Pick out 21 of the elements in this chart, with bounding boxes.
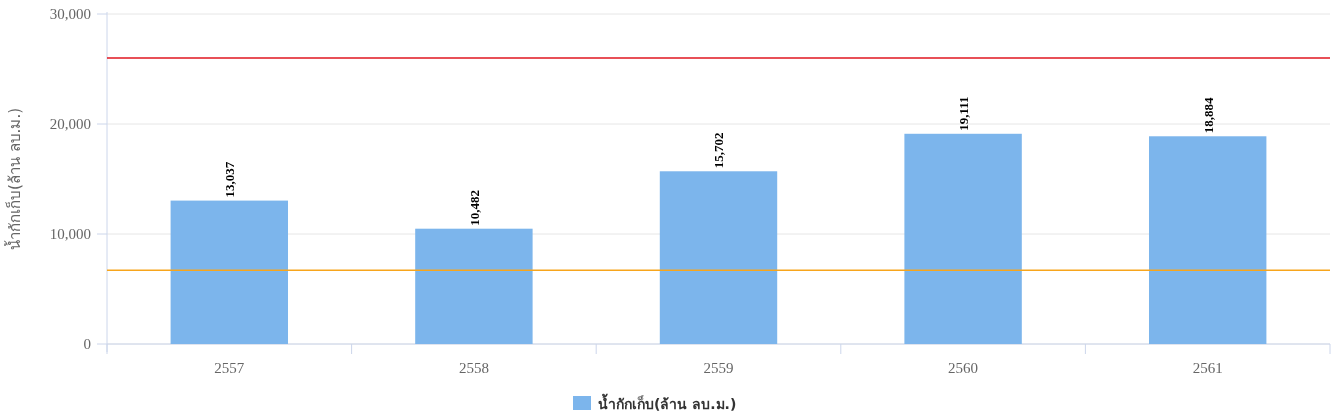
y-tick-label: 0 (83, 336, 91, 352)
x-tick-label: 2560 (948, 360, 979, 376)
data-label: 13,037 (222, 161, 238, 198)
y-tick-label: 30,000 (49, 6, 91, 22)
data-label: 10,482 (466, 189, 482, 226)
y-axis-title: น้ำกักเก็บ(ล้าน ลบ.ม.) (4, 107, 24, 251)
data-label: 19,111 (956, 96, 972, 131)
x-tick-label: 2559 (703, 360, 734, 376)
bar (904, 133, 1022, 344)
y-tick-label: 20,000 (49, 116, 91, 132)
x-tick-label: 2561 (1192, 360, 1223, 376)
y-tick-label: 10,000 (49, 226, 91, 242)
data-label: 15,702 (711, 132, 727, 169)
bar (1149, 136, 1267, 344)
data-label: 18,884 (1200, 97, 1216, 134)
bar (659, 171, 778, 344)
x-tick-label: 2557 (214, 360, 245, 376)
bar (170, 200, 288, 344)
legend-label: น้ำกักเก็บ(ล้าน ลบ.ม.) (598, 393, 737, 412)
x-tick-label: 2558 (458, 360, 489, 376)
bar (415, 228, 533, 344)
